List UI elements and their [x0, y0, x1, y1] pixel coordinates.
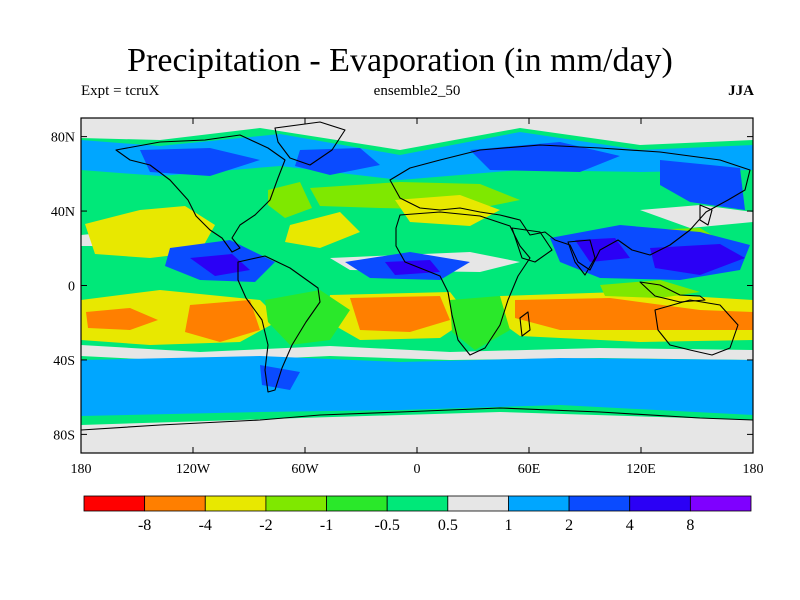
colorbar-label: 2: [565, 517, 573, 534]
contour-region: [81, 412, 753, 453]
contour-region: [190, 254, 250, 276]
colorbar-label: 8: [686, 517, 694, 534]
coastline: [639, 281, 706, 303]
contour-region: [265, 290, 350, 345]
contour-region: [268, 182, 312, 218]
contour-region: [260, 365, 300, 390]
contour-region: [185, 300, 260, 342]
coastline: [395, 211, 531, 356]
map-axes: 180 120W 60W 0 60E 120E 180 80N 40N 0 40S 80S: [51, 118, 764, 477]
contour-region: [600, 280, 700, 298]
colorbar-label: 4: [626, 517, 634, 534]
colorbar-label: -1: [320, 517, 333, 534]
x-tick-label: 120W: [176, 462, 211, 477]
contour-region: [81, 118, 753, 150]
y-tick-label: 80S: [53, 428, 75, 443]
colorbar-swatch: [265, 495, 327, 512]
contour-region: [295, 148, 380, 175]
coastline: [81, 407, 753, 431]
x-tick-label: 180: [743, 462, 764, 477]
coastline: [237, 255, 321, 393]
contour-region: [640, 205, 753, 228]
contour-region: [81, 356, 753, 416]
x-tick-label: 0: [414, 462, 421, 477]
contour-region: [385, 260, 440, 275]
contour-region: [470, 142, 620, 172]
y-tick-label: 0: [68, 280, 75, 295]
colorbar-swatch: [386, 495, 449, 512]
ensemble-label: ensemble2_50: [373, 83, 461, 99]
coastline: [519, 311, 531, 337]
colorbar-label: -2: [259, 517, 272, 534]
coastline: [274, 121, 346, 166]
colorbar-swatch: [326, 495, 388, 512]
colorbar-swatch: [629, 495, 691, 512]
contour-region: [285, 212, 360, 248]
coastline: [567, 239, 596, 276]
contour-field: [81, 118, 753, 453]
x-tick-label: 60W: [291, 462, 319, 477]
map-title: Precipitation - Evaporation (in mm/day): [127, 42, 673, 79]
x-tick-label: 60E: [518, 462, 541, 477]
coastline: [115, 134, 286, 253]
y-tick-label: 80N: [51, 131, 75, 146]
contour-region: [85, 206, 215, 258]
contour-region: [575, 238, 630, 262]
y-tick-label: 40S: [53, 354, 75, 369]
colorbar-swatch: [144, 495, 206, 512]
colorbar-label: -4: [199, 517, 212, 534]
colorbar-label: 0.5: [438, 517, 458, 534]
colorbar-label: 1: [504, 517, 512, 534]
contour-region: [650, 244, 745, 275]
contour-region: [660, 160, 745, 210]
contour-region: [450, 296, 510, 350]
contour-region: [86, 308, 158, 330]
contour-region: [350, 296, 450, 332]
colorbar: -8 -4 -2 -1 -0.5 0.5 1 2 4 8: [83, 495, 752, 534]
colorbar-swatch: [568, 495, 631, 512]
season-label: JJA: [728, 83, 754, 99]
contour-region: [140, 148, 260, 176]
colorbar-swatch: [204, 495, 267, 512]
x-tick-label: 180: [71, 462, 92, 477]
colorbar-swatch: [447, 495, 509, 512]
colorbar-swatch: [508, 495, 570, 512]
contour-region: [515, 298, 753, 330]
coastlines: [81, 121, 753, 431]
coastline: [654, 299, 739, 356]
colorbar-label: -0.5: [375, 517, 400, 534]
colorbar-label: -8: [138, 517, 151, 534]
colorbar-swatch: [689, 495, 752, 512]
x-tick-label: 120E: [626, 462, 656, 477]
contour-region: [395, 195, 500, 226]
y-tick-label: 40N: [51, 205, 75, 220]
experiment-label: Expt = tcruX: [81, 83, 160, 99]
colorbar-swatch: [83, 495, 146, 512]
coastline: [511, 227, 553, 263]
coastline: [699, 204, 713, 226]
coastline: [389, 144, 751, 271]
